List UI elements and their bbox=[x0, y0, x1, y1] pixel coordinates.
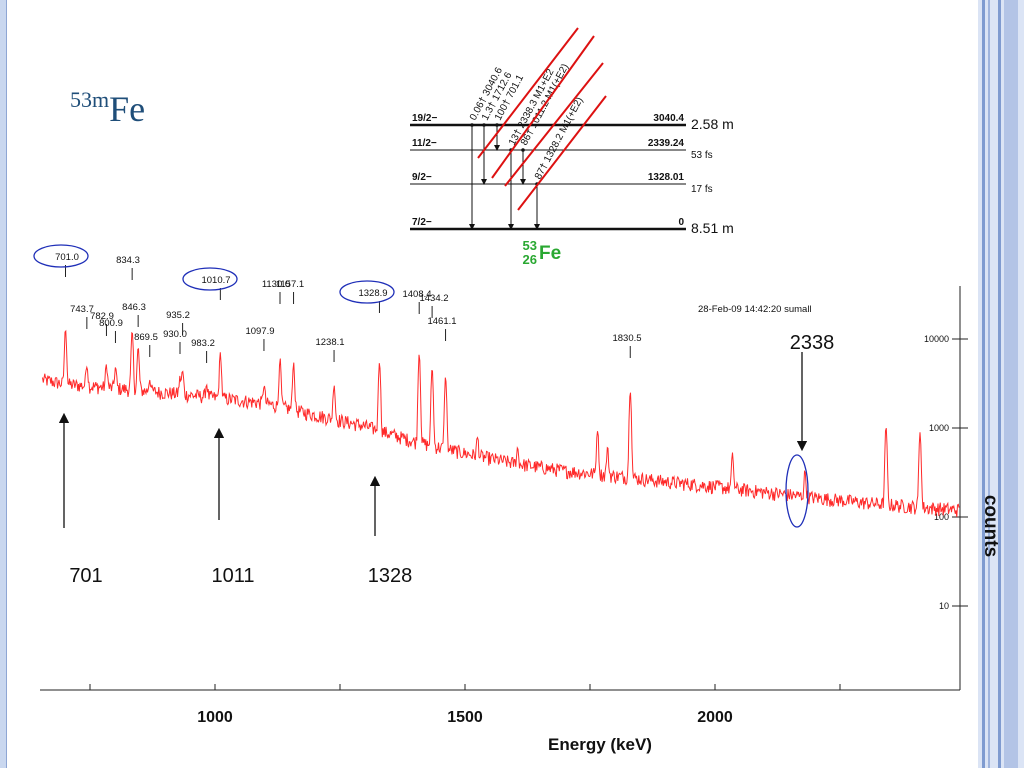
y-tick-label: 100 bbox=[934, 512, 949, 522]
title-element: Fe bbox=[109, 89, 146, 129]
peak-label: 743.7 bbox=[70, 304, 94, 315]
nucleus-z: 26 bbox=[523, 252, 537, 267]
timestamp-label: 28-Feb-09 14:42:20 sumall bbox=[698, 304, 812, 315]
level-energy: 0 bbox=[678, 217, 684, 228]
peak-label: 701.0 bbox=[55, 252, 79, 263]
chart-axes: 1000 1500 2000 10 100 1000 10000 Energy (keV)… bbox=[40, 286, 1001, 754]
level-energy: 2339.24 bbox=[648, 138, 685, 149]
x-ticks: 1000 1500 2000 bbox=[89, 684, 841, 726]
peak-circle bbox=[339, 280, 395, 304]
strike-line bbox=[504, 62, 604, 187]
energy-arrow-label: 701 bbox=[69, 565, 102, 587]
level-spin: 11/2− bbox=[412, 138, 437, 149]
strike-line bbox=[491, 35, 595, 179]
level-spin: 19/2− bbox=[412, 113, 437, 124]
y-tick-label: 1000 bbox=[929, 423, 949, 433]
transition-origin bbox=[470, 123, 474, 127]
peak-label: 1097.9 bbox=[245, 326, 274, 337]
y-axis-label: counts bbox=[980, 495, 1001, 557]
x-tick-label: 1500 bbox=[447, 709, 483, 726]
level-spin: 9/2− bbox=[412, 172, 432, 183]
peak-circle bbox=[182, 267, 238, 291]
level-lifetime: 17 fs bbox=[691, 184, 713, 195]
transition-origin bbox=[495, 123, 499, 127]
y-tick-label: 10000 bbox=[924, 334, 949, 344]
x-axis-label: Energy (keV) bbox=[548, 735, 652, 754]
peak-label: 983.2 bbox=[191, 338, 215, 349]
y-ticks: 10 100 1000 10000 bbox=[924, 334, 968, 611]
peak-label: 930.0 bbox=[163, 329, 187, 340]
peak-label: 1434.2 bbox=[419, 293, 448, 304]
peak-label: 800.9 bbox=[99, 318, 123, 329]
level-energy: 3040.4 bbox=[653, 113, 684, 124]
level-spin: 7/2− bbox=[412, 217, 432, 228]
peak-label: 1461.1 bbox=[427, 316, 456, 327]
strike-line bbox=[517, 95, 607, 211]
peak-label: 1830.5 bbox=[612, 333, 641, 344]
level-lifetime: 8.51 m bbox=[691, 220, 734, 236]
transition-origin bbox=[521, 148, 525, 152]
peak-label: 834.3 bbox=[116, 255, 140, 266]
peak-2338-circle bbox=[785, 454, 809, 528]
peak-label: 782.9 bbox=[90, 311, 114, 322]
slide-title: 53mFe bbox=[70, 80, 145, 129]
title-superscript: 53m bbox=[70, 87, 110, 112]
peak-label: 935.2 bbox=[166, 310, 190, 321]
peak-label: 1157.1 bbox=[276, 279, 304, 290]
nucleus-mass: 53 bbox=[523, 238, 537, 253]
peak-label: 1328.9 bbox=[358, 288, 387, 299]
transition-origin bbox=[482, 123, 486, 127]
energy-arrow-label: 2338 bbox=[790, 332, 835, 354]
peak-label: 1130.0 bbox=[262, 279, 290, 290]
x-tick-label: 2000 bbox=[697, 709, 733, 726]
peak-label: 869.5 bbox=[134, 332, 158, 343]
level-energy: 1328.01 bbox=[648, 172, 685, 183]
peak-label: 1238.1 bbox=[315, 337, 344, 348]
level-scheme: 19/2− 3040.4 2.58 m 11/2− 2339.24 53 fs 9/2− 13… bbox=[410, 27, 734, 267]
y-tick-label: 10 bbox=[939, 601, 949, 611]
x-tick-label: 1000 bbox=[197, 709, 233, 726]
energy-arrow-label: 1328 bbox=[368, 565, 413, 587]
level-lifetime: 2.58 m bbox=[691, 116, 734, 132]
level-lifetime: 53 fs bbox=[691, 150, 713, 161]
peak-label: 1010.7 bbox=[201, 275, 230, 286]
slide-left-border bbox=[0, 0, 7, 768]
energy-arrow-label: 1011 bbox=[211, 565, 254, 587]
energy-arrows: 701 1011 1328 2338 bbox=[58, 332, 835, 587]
peak-label: 846.3 bbox=[122, 302, 146, 313]
peak-circle bbox=[33, 244, 89, 268]
slide-right-border bbox=[978, 0, 1024, 768]
nucleus-symbol: Fe bbox=[539, 243, 561, 264]
spectrum-line bbox=[42, 329, 960, 517]
peak-label: 1408.4 bbox=[402, 289, 431, 300]
strike-line bbox=[477, 27, 579, 159]
